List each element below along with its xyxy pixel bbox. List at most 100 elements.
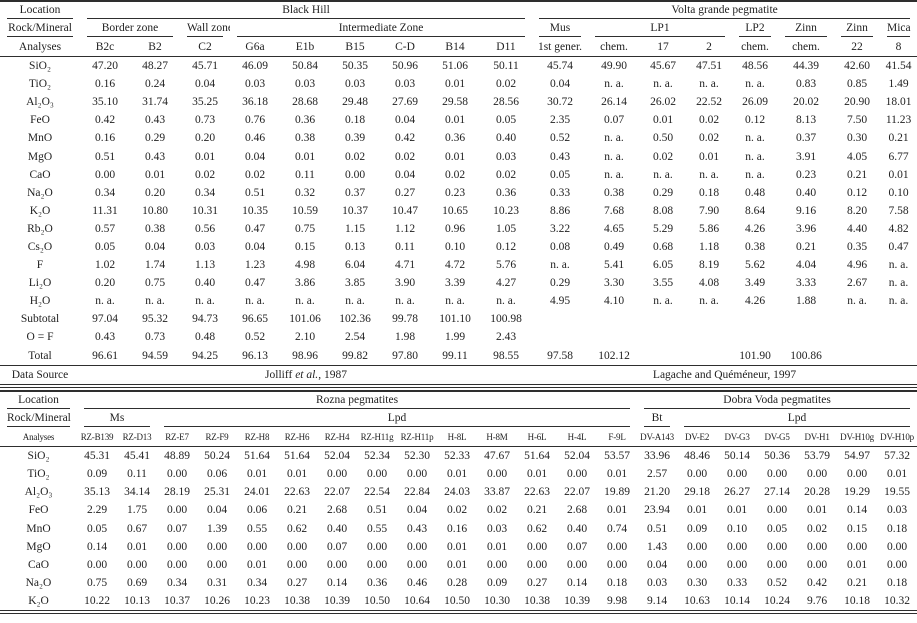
table-row: H₂O n. a. n. a. n. a. n. a. n. a. n. a. n. a. n.…: [0, 292, 917, 310]
row-label: Rb₂O: [27, 222, 53, 235]
group-header-text: Intermediate Zone: [237, 22, 525, 37]
value-cell: 0.04: [394, 168, 416, 181]
value-cell: 7.50: [846, 114, 868, 127]
value-cell: 0.14: [86, 540, 108, 553]
group-header: Intermediate Zone: [230, 20, 532, 38]
value-cell: 4.26: [744, 295, 766, 308]
value-cell: 26.27: [724, 486, 750, 499]
value-cell: 0.00: [206, 540, 228, 553]
row-label: Al₂O₃: [24, 486, 53, 499]
value-cell: 5.41: [603, 259, 625, 272]
value-cell: 22.63: [284, 486, 310, 499]
row-label: Cs₂O: [27, 240, 53, 253]
value-cell: [686, 328, 732, 346]
value-cell: 0.76: [244, 114, 266, 127]
value-cell: 0.00: [726, 558, 748, 571]
rock-mineral-row: Rock/Mineral Ms Lpd Bt Lpd: [0, 410, 917, 428]
value-cell: 0.00: [766, 540, 788, 553]
location-row-label-text: Location: [7, 4, 73, 19]
value-cell: 2.10: [294, 331, 316, 344]
value-cell: 10.63: [684, 595, 710, 608]
value-cell: 1.18: [698, 240, 720, 253]
value-cell: 0.01: [294, 150, 316, 163]
value-cell: 30.72: [547, 96, 573, 109]
value-cell: 22.54: [364, 486, 390, 499]
group-header-text: Mica: [887, 22, 911, 37]
value-cell: 0.04: [244, 150, 266, 163]
value-cell: 0.40: [495, 132, 517, 145]
value-cell: 0.01: [888, 168, 909, 181]
value-cell: n. a.: [653, 295, 673, 308]
value-cell: 0.01: [606, 504, 628, 517]
table-row: Al₂O₃ 35.13 34.14 28.19 25.31 24.01 22.63 22.07…: [0, 483, 917, 501]
value-cell: [834, 328, 880, 346]
value-cell: 50.35: [342, 60, 368, 73]
value-cell: 51.64: [284, 449, 310, 462]
value-cell: 52.04: [324, 449, 350, 462]
value-cell: 99.11: [442, 349, 468, 362]
value-cell: 0.43: [406, 522, 428, 535]
value-cell: 3.85: [344, 277, 366, 290]
data-source-citation: Lagache and Quéméneur, 1997: [532, 364, 917, 386]
value-cell: 0.38: [294, 132, 316, 145]
column-header: DV-H1: [797, 427, 838, 447]
value-cell: n. a.: [95, 295, 115, 308]
value-cell: 0.00: [846, 540, 868, 553]
value-cell: 7.58: [888, 204, 909, 217]
value-cell: 0.27: [394, 186, 416, 199]
value-cell: 0.67: [126, 522, 148, 535]
value-cell: 0.27: [526, 577, 548, 590]
value-cell: 0.52: [549, 132, 571, 145]
value-cell: 26.14: [601, 96, 627, 109]
value-cell: 0.36: [366, 577, 388, 590]
value-cell: 0.11: [295, 168, 315, 181]
value-cell: 10.37: [342, 204, 368, 217]
value-cell: 3.91: [795, 150, 817, 163]
row-label: TiO₂: [27, 467, 50, 480]
row-label: Subtotal: [20, 313, 60, 326]
value-cell: 10.37: [164, 595, 190, 608]
value-cell: 4.96: [846, 259, 868, 272]
value-cell: 8.08: [652, 204, 674, 217]
value-cell: 18.01: [885, 96, 912, 109]
value-cell: 1.02: [94, 259, 116, 272]
value-cell: 0.10: [888, 186, 909, 199]
value-cell: 5.29: [652, 222, 674, 235]
value-cell: 2.68: [566, 504, 588, 517]
value-cell: [732, 328, 778, 346]
value-cell: 0.05: [86, 522, 108, 535]
value-cell: 4.27: [495, 277, 517, 290]
value-cell: n. a.: [745, 78, 765, 91]
value-cell: 0.75: [144, 277, 166, 290]
value-cell: 1.99: [444, 331, 466, 344]
value-cell: 0.21: [795, 240, 817, 253]
value-cell: 22.07: [564, 486, 590, 499]
column-header: 1st gener.: [532, 38, 588, 57]
value-cell: 45.71: [192, 60, 218, 73]
column-header: RZ-H4: [317, 427, 357, 447]
value-cell: 0.35: [846, 240, 868, 253]
value-cell: 23.94: [644, 504, 670, 517]
value-cell: 10.14: [724, 595, 750, 608]
value-cell: 0.00: [366, 467, 388, 480]
value-cell: 101.10: [439, 313, 471, 326]
value-cell: 0.29: [144, 132, 166, 145]
row-label: CaO: [29, 168, 51, 181]
value-cell: 0.75: [86, 577, 108, 590]
group-header: Bt: [637, 410, 677, 428]
value-cell: 0.00: [686, 540, 708, 553]
table-row: Total 96.61 94.59 94.25 96.13 98.96 99.82 97.80…: [0, 347, 917, 366]
value-cell: 0.01: [446, 558, 468, 571]
value-cell: 4.72: [444, 259, 466, 272]
table-row: FeO 0.42 0.43 0.73 0.76 0.36 0.18 0.04 0.01 0.05 2…: [0, 111, 917, 129]
value-cell: 0.09: [686, 522, 708, 535]
value-cell: 0.20: [94, 277, 116, 290]
value-cell: n. a.: [604, 78, 624, 91]
value-cell: 0.01: [444, 150, 466, 163]
value-cell: 4.10: [603, 295, 625, 308]
value-cell: 8.64: [744, 204, 766, 217]
value-cell: [640, 347, 686, 366]
value-cell: 0.00: [166, 540, 188, 553]
value-cell: 0.02: [446, 504, 468, 517]
value-cell: 0.39: [344, 132, 366, 145]
